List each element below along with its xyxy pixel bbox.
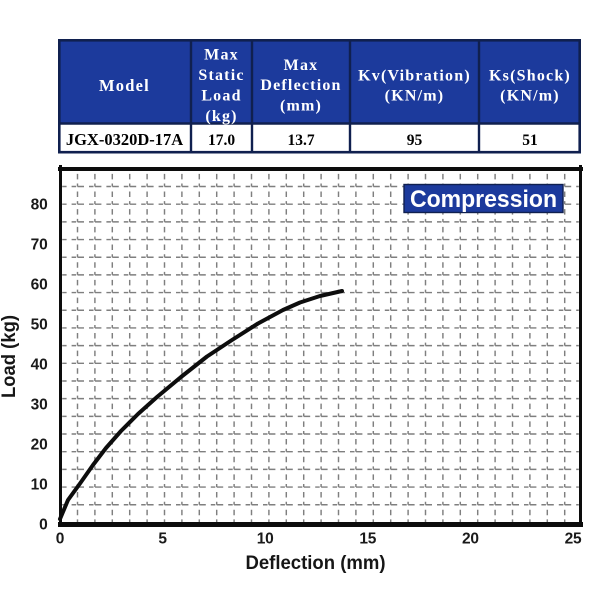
svg-text:10: 10: [257, 531, 274, 548]
svg-text:Deflection (mm): Deflection (mm): [246, 552, 386, 574]
svg-text:30: 30: [31, 397, 48, 414]
svg-text:20: 20: [31, 437, 48, 454]
svg-text:13.7: 13.7: [287, 132, 314, 149]
svg-text:0: 0: [56, 531, 64, 548]
svg-text:(KN/m): (KN/m): [500, 88, 560, 105]
svg-text:17.0: 17.0: [208, 132, 235, 149]
svg-text:70: 70: [31, 237, 48, 254]
svg-text:51: 51: [522, 132, 538, 149]
svg-text:95: 95: [407, 132, 423, 149]
svg-text:Deflection: Deflection: [260, 77, 341, 94]
svg-text:60: 60: [31, 277, 48, 294]
svg-text:Static: Static: [198, 67, 244, 84]
svg-text:15: 15: [359, 531, 376, 548]
svg-text:10: 10: [31, 477, 48, 494]
svg-text:25: 25: [565, 531, 582, 548]
svg-text:Compression: Compression: [410, 186, 557, 213]
svg-text:Model: Model: [99, 76, 150, 95]
svg-text:(KN/m): (KN/m): [385, 88, 445, 105]
svg-text:Load: Load: [201, 88, 241, 105]
svg-text:50: 50: [31, 317, 48, 334]
svg-text:80: 80: [31, 197, 48, 214]
svg-text:Ks(Shock): Ks(Shock): [489, 68, 571, 85]
svg-text:Max: Max: [284, 57, 319, 74]
svg-text:JGX-0320D-17A: JGX-0320D-17A: [66, 130, 183, 149]
svg-text:(mm): (mm): [280, 98, 322, 115]
svg-text:Max: Max: [204, 47, 239, 64]
svg-text:20: 20: [462, 531, 479, 548]
svg-text:Load (kg): Load (kg): [0, 315, 20, 398]
svg-text:5: 5: [158, 531, 167, 548]
svg-text:(kg): (kg): [205, 108, 237, 125]
svg-text:0: 0: [39, 517, 47, 534]
svg-text:40: 40: [31, 357, 48, 374]
svg-text:Kv(Vibration): Kv(Vibration): [358, 68, 471, 85]
